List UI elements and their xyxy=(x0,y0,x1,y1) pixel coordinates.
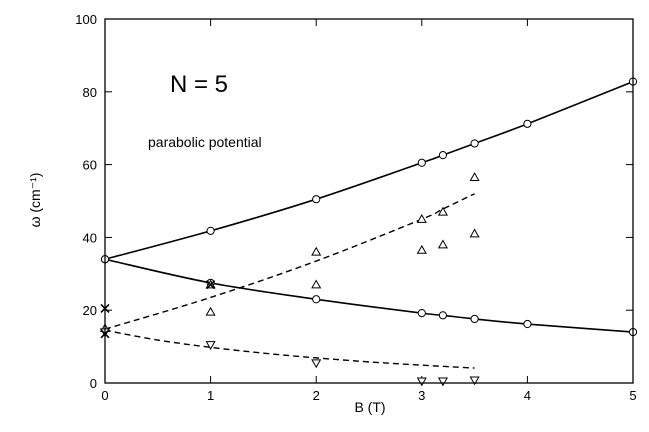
x-axis-label: B (T) xyxy=(354,399,385,415)
series-fit-line xyxy=(104,329,475,369)
data-point-circle xyxy=(312,195,321,204)
x-tick-label: 3 xyxy=(418,388,425,403)
data-point-circle xyxy=(438,151,448,160)
x-tick-label: 4 xyxy=(524,388,531,403)
y-axis-label: ω (cm⁻¹) xyxy=(27,173,43,228)
data-point-circle xyxy=(523,319,532,329)
data-point-circle xyxy=(417,309,426,318)
x-tick-label: 5 xyxy=(629,388,636,403)
data-point-circle xyxy=(417,158,426,167)
y-tick-label: 60 xyxy=(83,158,97,173)
data-point-circle xyxy=(470,314,479,324)
data-point-triangle-up xyxy=(416,244,427,254)
series-line xyxy=(104,80,634,261)
plot-frame xyxy=(104,18,634,384)
y-tick-label: 20 xyxy=(83,303,97,318)
series-lines xyxy=(104,80,634,369)
series-fit-line xyxy=(104,193,475,330)
y-tick-label: 40 xyxy=(83,230,97,245)
data-point-triangle-up xyxy=(469,172,480,181)
data-point-triangle-up xyxy=(469,228,480,238)
y-tick-label: 100 xyxy=(75,12,97,27)
x-tick-label: 2 xyxy=(313,388,320,403)
data-point-triangle-up xyxy=(311,279,322,289)
x-tick-label: 0 xyxy=(101,388,108,403)
x-tick-label: 1 xyxy=(207,388,214,403)
data-point-triangle-down xyxy=(416,377,427,387)
data-point-triangle-down xyxy=(205,341,216,350)
data-point-circle xyxy=(470,139,479,148)
data-point-cross xyxy=(206,280,216,290)
data-point-circle xyxy=(438,311,448,320)
y-tick-label: 80 xyxy=(83,85,97,100)
data-point-triangle-up xyxy=(205,306,216,316)
annotation-sub: parabolic potential xyxy=(148,134,262,150)
data-point-triangle-up xyxy=(416,213,427,223)
data-point-triangle-up xyxy=(437,206,448,216)
data-point-triangle-down xyxy=(469,376,480,386)
series-line xyxy=(104,258,634,333)
data-point-triangle-down xyxy=(437,377,448,387)
data-point-triangle-down xyxy=(311,359,322,369)
data-point-triangle-up xyxy=(311,246,322,256)
y-tick-label: 0 xyxy=(90,376,97,391)
data-point-circle xyxy=(523,119,532,128)
data-point-triangle-up xyxy=(437,239,448,249)
data-markers xyxy=(99,77,638,387)
annotation-main: N = 5 xyxy=(170,71,228,98)
tick-labels: 0 1 2 3 4 5 0 20 40 60 80 100 xyxy=(75,12,636,403)
data-point-circle xyxy=(206,226,215,235)
data-point-circle xyxy=(312,295,321,304)
